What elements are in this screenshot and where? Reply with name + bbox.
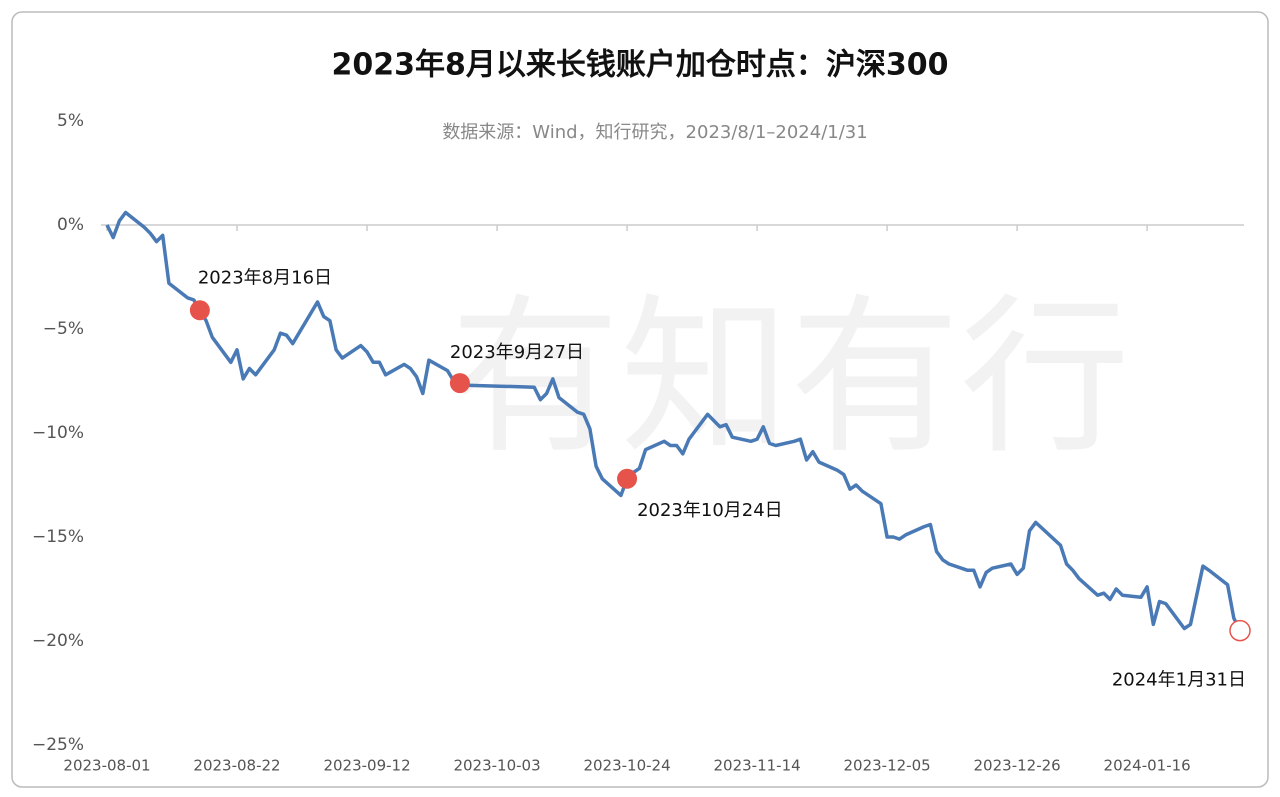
x-tick-label: 2023-12-05 <box>844 757 931 775</box>
y-tick-label: −25% <box>32 735 84 755</box>
annotation: 2024年1月31日 <box>1112 670 1246 691</box>
x-tick-label: 2023-11-14 <box>713 757 800 775</box>
annotation: 2023年9月27日 <box>450 342 584 363</box>
annotation: 2023年10月24日 <box>637 500 783 521</box>
watermark: 有知有行 <box>450 279 1130 477</box>
line-series <box>105 210 1242 632</box>
x-tick-label: 2023-09-12 <box>323 757 410 775</box>
x-tick-label: 2024-01-16 <box>1104 757 1191 775</box>
x-tick-label: 2023-12-26 <box>974 757 1061 775</box>
highlight-point <box>617 468 638 489</box>
y-tick-label: −5% <box>43 319 84 339</box>
chart-title: 2023年8月以来长钱账户加仓时点：沪深300 <box>332 48 949 83</box>
y-tick-label: 0% <box>57 215 84 235</box>
y-tick-label: −10% <box>32 423 84 443</box>
x-tick-label: 2023-10-03 <box>453 757 540 775</box>
highlight-point <box>1229 619 1251 642</box>
annotation: 2023年8月16日 <box>198 267 332 288</box>
x-tick-label: 2023-08-22 <box>193 757 280 775</box>
chart-subtitle: 数据来源：Wind，知行研究，2023/8/1–2024/1/31 <box>442 122 867 143</box>
highlight-point <box>449 373 470 394</box>
y-tick-label: −20% <box>32 631 84 651</box>
frame <box>11 11 1269 788</box>
x-tick-label: 2023-10-24 <box>583 757 670 775</box>
x-tick-label: 2023-08-01 <box>63 757 150 775</box>
y-tick-label: 5% <box>57 111 84 131</box>
highlight-point <box>189 300 210 321</box>
y-tick-label: −15% <box>32 527 84 547</box>
